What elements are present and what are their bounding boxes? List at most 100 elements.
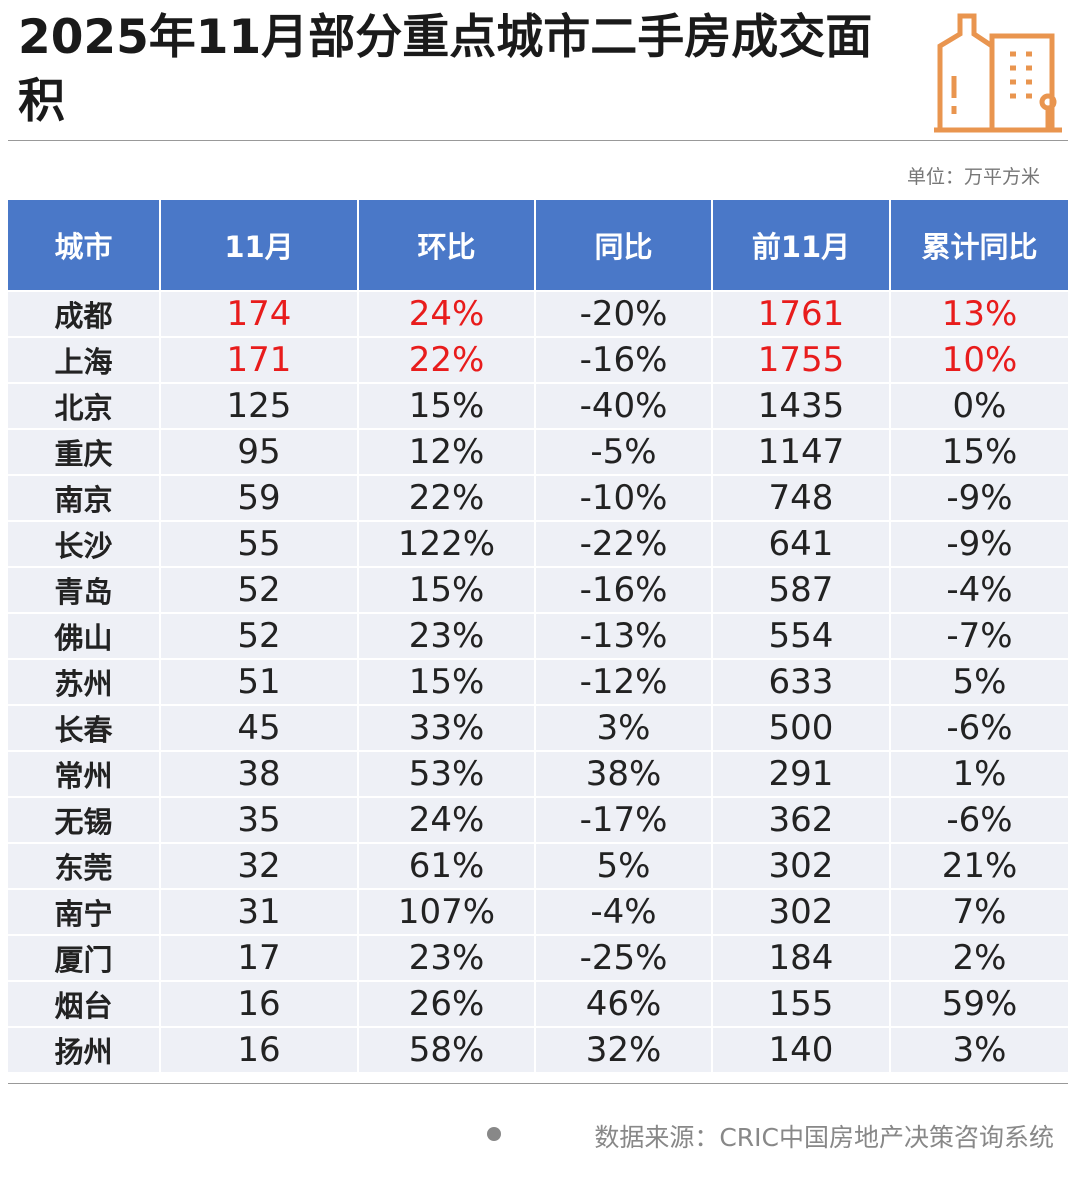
value-cell: 24% (357, 796, 535, 843)
source-note: 数据来源：CRIC中国房地产决策咨询系统 (594, 1123, 1054, 1152)
column-header: 城市 (8, 200, 160, 291)
value-cell: 302 (711, 888, 890, 935)
value-cell: 1% (889, 750, 1068, 797)
value-cell: 748 (711, 474, 890, 521)
value-cell: 5% (534, 842, 712, 889)
table-row: 长沙 55 122% -22% 641 -9% (8, 520, 1068, 567)
table-row: 扬州 16 58% 32% 140 3% (8, 1026, 1068, 1072)
value-cell: 52 (159, 566, 358, 613)
value-cell: 3% (534, 704, 712, 751)
city-cell: 南宁 (8, 888, 160, 935)
value-cell: 15% (357, 566, 535, 613)
bullet (487, 1127, 501, 1141)
city-cell: 扬州 (8, 1026, 160, 1072)
city-cell: 东莞 (8, 842, 160, 889)
table-row: 南宁 31 107% -4% 302 7% (8, 888, 1068, 935)
city-cell: 南京 (8, 474, 160, 521)
table-row: 南京 59 22% -10% 748 -9% (8, 474, 1068, 521)
city-cell: 无锡 (8, 796, 160, 843)
value-cell: -4% (889, 566, 1068, 613)
value-cell: -20% (534, 290, 712, 337)
value-cell: 16 (159, 980, 358, 1027)
value-cell: 38 (159, 750, 358, 797)
value-cell: 59% (889, 980, 1068, 1027)
value-cell: -16% (534, 336, 712, 383)
value-cell: 362 (711, 796, 890, 843)
city-cell: 上海 (8, 336, 160, 383)
value-cell: 51 (159, 658, 358, 705)
data-table: 城市 11月 环比 同比 前11月 累计同比 成都 174 24% -20% 1761 13% 上海 1… (8, 200, 1068, 1072)
value-cell: -4% (534, 888, 712, 935)
value-cell: 7% (889, 888, 1068, 935)
value-cell: -16% (534, 566, 712, 613)
value-cell: 1435 (711, 382, 890, 429)
value-cell: 38% (534, 750, 712, 797)
value-cell: 31 (159, 888, 358, 935)
value-cell: 15% (889, 428, 1068, 475)
value-cell: 1147 (711, 428, 890, 475)
city-cell: 厦门 (8, 934, 160, 981)
header-row: 城市 11月 环比 同比 前11月 累计同比 (8, 200, 1068, 291)
value-cell: 24% (357, 290, 535, 337)
value-cell: 35 (159, 796, 358, 843)
value-cell: 302 (711, 842, 890, 889)
value-cell: -25% (534, 934, 712, 981)
value-cell: -9% (889, 474, 1068, 521)
value-cell: 32% (534, 1026, 712, 1072)
value-cell: 125 (159, 382, 358, 429)
column-header: 同比 (534, 200, 712, 291)
table-row: 常州 38 53% 38% 291 1% (8, 750, 1068, 797)
value-cell: 15% (357, 658, 535, 705)
unit-note: 单位：万平方米 (906, 166, 1040, 188)
value-cell: 10% (889, 336, 1068, 383)
value-cell: 171 (159, 336, 358, 383)
column-header: 环比 (357, 200, 535, 291)
value-cell: -22% (534, 520, 712, 567)
value-cell: -5% (534, 428, 712, 475)
value-cell: -9% (889, 520, 1068, 567)
table-row: 青岛 52 15% -16% 587 -4% (8, 566, 1068, 613)
divider (8, 140, 1068, 141)
value-cell: -6% (889, 704, 1068, 751)
value-cell: -17% (534, 796, 712, 843)
value-cell: 500 (711, 704, 890, 751)
table-row: 烟台 16 26% 46% 155 59% (8, 980, 1068, 1027)
value-cell: 0% (889, 382, 1068, 429)
value-cell: 15% (357, 382, 535, 429)
value-cell: 587 (711, 566, 890, 613)
value-cell: 55 (159, 520, 358, 567)
city-cell: 苏州 (8, 658, 160, 705)
table-row: 重庆 95 12% -5% 1147 15% (8, 428, 1068, 475)
table-row: 苏州 51 15% -12% 633 5% (8, 658, 1068, 705)
value-cell: 23% (357, 612, 535, 659)
value-cell: 155 (711, 980, 890, 1027)
value-cell: 16 (159, 1026, 358, 1072)
value-cell: 26% (357, 980, 535, 1027)
building-icon (934, 13, 1062, 133)
city-cell: 青岛 (8, 566, 160, 613)
value-cell: 122% (357, 520, 535, 567)
value-cell: 1755 (711, 336, 890, 383)
value-cell: 1761 (711, 290, 890, 337)
value-cell: 23% (357, 934, 535, 981)
column-header: 累计同比 (889, 200, 1068, 291)
value-cell: -40% (534, 382, 712, 429)
divider (8, 1083, 1068, 1084)
value-cell: 174 (159, 290, 358, 337)
city-cell: 常州 (8, 750, 160, 797)
column-header: 11月 (159, 200, 358, 291)
table-row: 长春 45 33% 3% 500 -6% (8, 704, 1068, 751)
value-cell: 46% (534, 980, 712, 1027)
value-cell: 52 (159, 612, 358, 659)
table-row: 无锡 35 24% -17% 362 -6% (8, 796, 1068, 843)
table-row: 成都 174 24% -20% 1761 13% (8, 290, 1068, 337)
value-cell: 107% (357, 888, 535, 935)
value-cell: -6% (889, 796, 1068, 843)
value-cell: 17 (159, 934, 358, 981)
city-cell: 长沙 (8, 520, 160, 567)
value-cell: 22% (357, 474, 535, 521)
value-cell: 95 (159, 428, 358, 475)
value-cell: 61% (357, 842, 535, 889)
table-row: 北京 125 15% -40% 1435 0% (8, 382, 1068, 429)
